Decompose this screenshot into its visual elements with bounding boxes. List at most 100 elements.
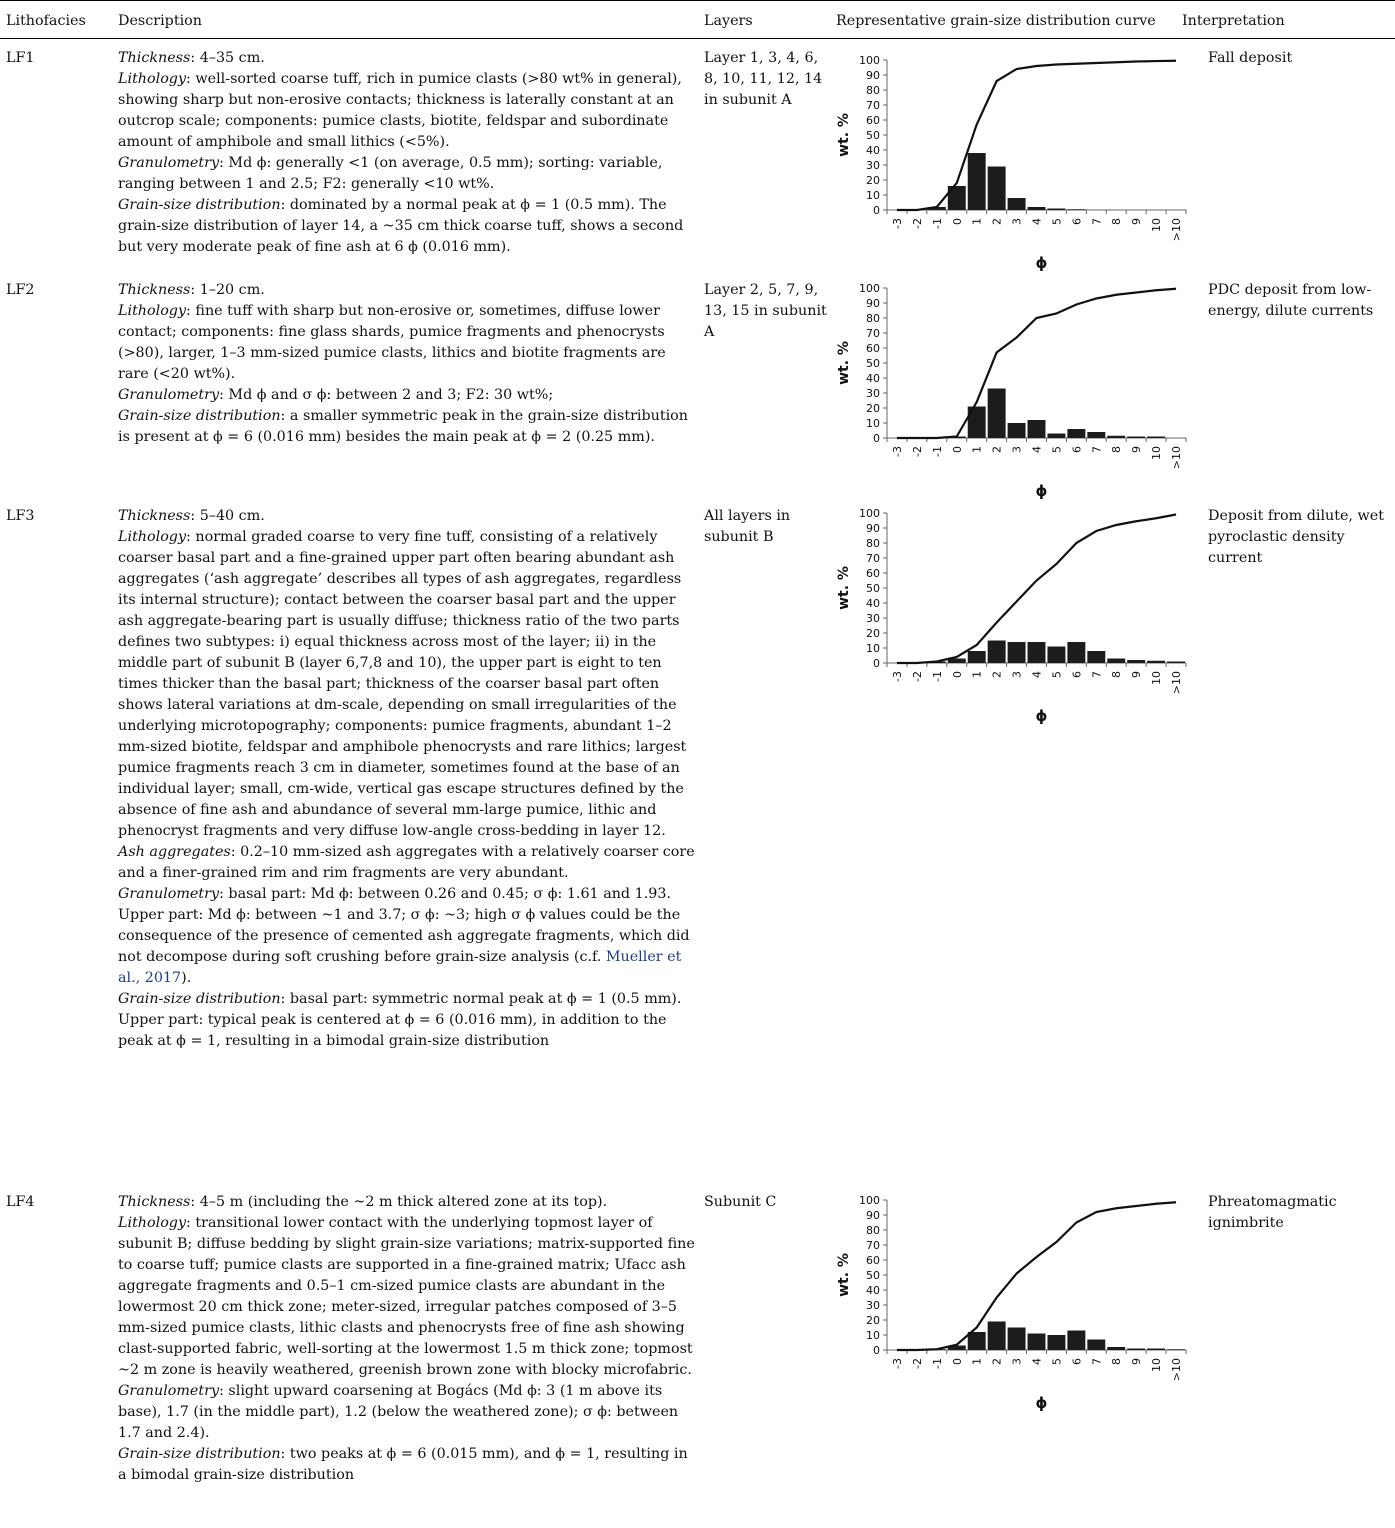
bar <box>967 651 986 663</box>
y-tick-label: 20 <box>866 627 880 640</box>
x-tick-label: 5 <box>1050 1358 1063 1365</box>
bar <box>1007 198 1026 210</box>
y-tick-label: 100 <box>859 54 880 67</box>
x-tick-label: 1 <box>971 446 984 453</box>
layers-cell: Layer 1, 3, 4, 6, 8, 10, 11, 12, 14 in s… <box>704 50 823 108</box>
x-tick-label: 4 <box>1031 1358 1044 1365</box>
x-tick-label: 8 <box>1110 446 1123 453</box>
y-tick-label: 90 <box>866 297 880 310</box>
description-cell: Thickness: 4–35 cm. Lithology: well-sort… <box>118 50 684 255</box>
x-tick-label: -2 <box>911 218 924 229</box>
x-tick-label: >10 <box>1170 218 1183 241</box>
x-tick-label: -1 <box>931 1358 944 1369</box>
layers-cell: Layer 2, 5, 7, 9, 13, 15 in subunit A <box>704 282 827 340</box>
header-curve: Representative grain-size distribution c… <box>836 13 1156 29</box>
x-tick-label: 7 <box>1090 218 1103 225</box>
cumulative-curve <box>896 287 1177 440</box>
citation-link[interactable]: Mueller et al., 2017 <box>118 949 682 986</box>
y-tick-label: 30 <box>866 612 880 625</box>
x-tick-label: 5 <box>1050 671 1063 678</box>
x-tick-label: 4 <box>1031 218 1044 225</box>
lithofacies-id: LF2 <box>6 282 35 298</box>
y-tick-label: 50 <box>866 1269 880 1282</box>
x-tick-label: 7 <box>1090 671 1103 678</box>
bar <box>947 1345 966 1350</box>
bar <box>1167 1349 1185 1350</box>
y-tick-label: 90 <box>866 522 880 535</box>
cumulative-curve <box>896 513 1177 665</box>
y-tick-label: 10 <box>866 1329 880 1342</box>
x-tick-label: >10 <box>1170 446 1183 469</box>
interpretation-cell: Deposit from dilute, wet pyroclastic den… <box>1208 508 1384 566</box>
y-tick-label: 30 <box>866 387 880 400</box>
y-tick-label: 100 <box>859 1194 880 1207</box>
bar <box>1087 1339 1106 1350</box>
x-tick-label: -3 <box>891 1358 904 1369</box>
x-tick-label: -1 <box>931 671 944 682</box>
x-tick-label: 5 <box>1050 218 1063 225</box>
x-tick-label: 9 <box>1130 446 1143 453</box>
bar <box>1087 432 1106 438</box>
y-tick-label: 40 <box>866 597 880 610</box>
x-tick-label: -2 <box>911 1358 924 1369</box>
table-top-rule <box>0 0 1395 1</box>
y-tick-label: 100 <box>859 507 880 520</box>
bar <box>1167 661 1185 663</box>
x-tick-label: 8 <box>1110 1358 1123 1365</box>
bar <box>1087 651 1106 663</box>
bar <box>987 388 1006 438</box>
x-tick-label: -1 <box>931 218 944 229</box>
bar <box>1107 435 1126 438</box>
bar <box>1107 658 1126 663</box>
x-tick-label: 8 <box>1110 671 1123 678</box>
x-tick-label: 0 <box>951 218 964 225</box>
x-tick-label: 2 <box>991 671 1004 678</box>
bar <box>1027 207 1046 210</box>
x-tick-label: 6 <box>1070 446 1083 453</box>
lithofacies-id: LF4 <box>6 1194 35 1210</box>
y-tick-label: 80 <box>866 312 880 325</box>
bar <box>1027 1333 1046 1350</box>
y-tick-label: 90 <box>866 69 880 82</box>
bar <box>1047 646 1066 663</box>
interpretation-cell: Fall deposit <box>1208 50 1293 66</box>
x-tick-label: 10 <box>1150 446 1163 460</box>
interpretation-cell: Phreatomagmatic ignimbrite <box>1208 1194 1337 1231</box>
bar <box>1107 1347 1126 1350</box>
x-tick-label: -2 <box>911 671 924 682</box>
bar <box>1007 642 1026 663</box>
y-tick-label: 20 <box>866 174 880 187</box>
y-tick-label: 100 <box>859 282 880 295</box>
x-tick-label: 3 <box>1011 1358 1024 1365</box>
bar <box>1047 1335 1066 1350</box>
y-axis-label: wt. % <box>836 113 852 157</box>
bar <box>1147 436 1166 438</box>
header-description: Description <box>118 13 202 29</box>
y-tick-label: 80 <box>866 84 880 97</box>
y-tick-label: 60 <box>866 567 880 580</box>
bar <box>1027 420 1046 438</box>
bar <box>967 153 986 210</box>
x-tick-label: 3 <box>1011 218 1024 225</box>
bar <box>1047 208 1066 210</box>
x-axis-label: ϕ <box>1036 707 1048 725</box>
x-axis-label: ϕ <box>1036 482 1048 500</box>
y-tick-label: 40 <box>866 1284 880 1297</box>
bar <box>1127 1348 1146 1350</box>
bar <box>1127 660 1146 663</box>
x-tick-label: 0 <box>951 671 964 678</box>
bar <box>1007 1327 1026 1350</box>
cumulative-curve <box>896 59 1177 212</box>
header-lithofacies: Lithofacies <box>6 13 86 29</box>
x-tick-label: 2 <box>991 218 1004 225</box>
bar <box>967 406 986 438</box>
x-tick-label: -3 <box>891 218 904 229</box>
lithofacies-id: LF1 <box>6 50 35 66</box>
x-tick-label: 0 <box>951 1358 964 1365</box>
x-axis-label: ϕ <box>1036 1394 1048 1412</box>
y-tick-label: 60 <box>866 114 880 127</box>
x-tick-label: 5 <box>1050 446 1063 453</box>
